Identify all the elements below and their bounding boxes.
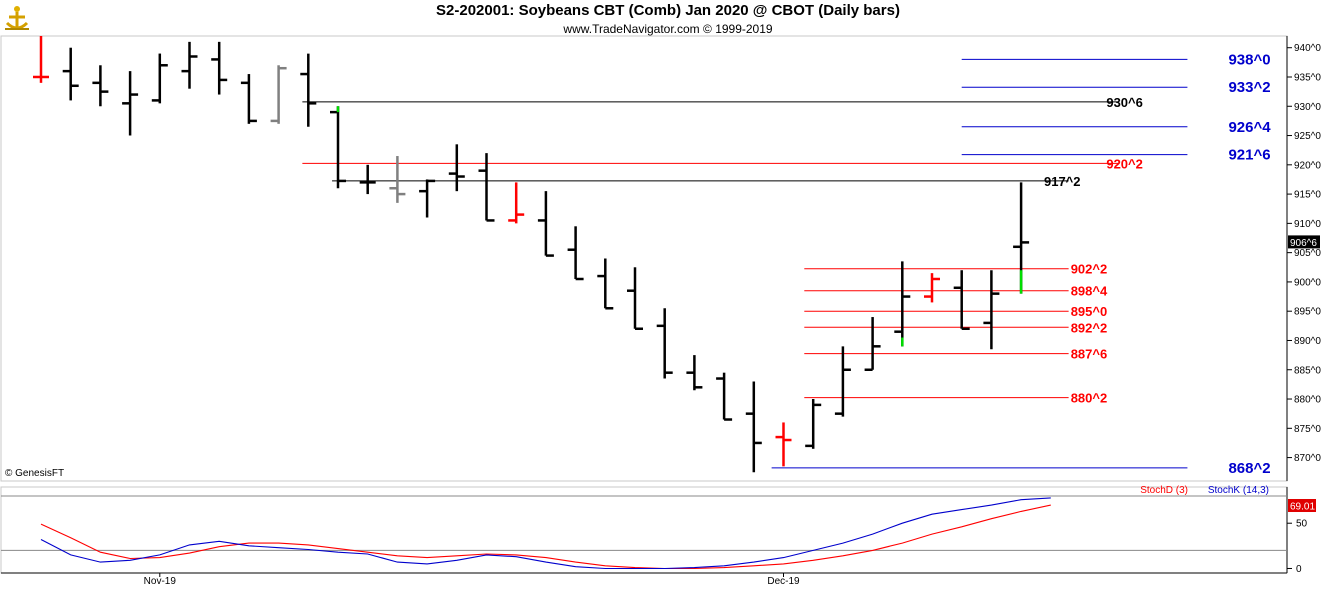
chart-subtitle: www.TradeNavigator.com © 1999-2019 — [563, 22, 773, 36]
price-levels: 938^0 933^2 930^6 926^4 921^6 920^2 917^2 902^2… — [302, 51, 1271, 477]
price-level-label: 895^0 — [1071, 304, 1108, 319]
date-tick-label: Nov-19 — [144, 576, 177, 587]
stoch-series-line — [40, 504, 1051, 570]
ohlc-bars — [33, 36, 1030, 473]
price-tick-label: 930^0 — [1294, 102, 1321, 113]
price-tick-label: 925^0 — [1294, 131, 1321, 142]
price-tick-label: 890^0 — [1294, 336, 1321, 347]
price-level-label: 898^4 — [1071, 284, 1108, 299]
price-level-label: 902^2 — [1071, 262, 1108, 277]
price-tick-label: 910^0 — [1294, 219, 1321, 230]
price-tick-label: 915^0 — [1294, 190, 1321, 201]
price-tick-label: 900^0 — [1294, 277, 1321, 288]
price-level-label: 930^6 — [1106, 95, 1143, 110]
price-tick-label: 920^0 — [1294, 160, 1321, 171]
date-tick-label: Dec-19 — [767, 576, 800, 587]
stoch-value-label: 69.01 — [1290, 502, 1315, 513]
price-level-label: 917^2 — [1044, 174, 1081, 189]
price-axis: 870^0 875^0 880^0 885^0 890^0 895^0 900^0 905^0… — [1287, 43, 1321, 464]
price-level-label: 921^6 — [1228, 147, 1270, 164]
price-tick-label: 885^0 — [1294, 365, 1321, 376]
stoch-value-badge — [1288, 499, 1316, 513]
stoch-tick-label: 0 — [1296, 564, 1302, 575]
stoch-legend-k: StochK (14,3) — [1208, 485, 1269, 496]
price-panel — [0, 35, 1288, 482]
price-level-label: 868^2 — [1228, 460, 1270, 477]
stoch-legend-d: StochD (3) — [1140, 485, 1188, 496]
last-price-label: 906^6 — [1290, 238, 1317, 249]
price-level-label: 938^0 — [1228, 51, 1270, 68]
stochastic-panel: 50 0 StochD (3) StochK (14,3) 69.01 — [1, 485, 1316, 575]
stoch-tick-label: 50 — [1296, 519, 1308, 530]
price-tick-label: 875^0 — [1294, 424, 1321, 435]
price-tick-label: 905^0 — [1294, 248, 1321, 259]
date-axis: Nov-19 Dec-19 — [144, 573, 800, 587]
price-level-label: 926^4 — [1228, 119, 1271, 136]
price-tick-label: 935^0 — [1294, 72, 1321, 83]
price-level-label: 880^2 — [1071, 391, 1108, 406]
price-tick-label: 895^0 — [1294, 307, 1321, 318]
copyright-label: © GenesisFT — [5, 468, 65, 479]
stoch-series-line — [40, 497, 1051, 570]
last-price-badge — [1288, 235, 1320, 249]
stoch-panel — [0, 486, 1288, 574]
chart-title: S2-202001: Soybeans CBT (Comb) Jan 2020 … — [436, 2, 900, 19]
tradenavigator-logo-icon — [3, 3, 31, 38]
price-level-label: 887^6 — [1071, 347, 1108, 362]
price-tick-label: 880^0 — [1294, 395, 1321, 406]
price-level-label: 892^2 — [1071, 320, 1108, 335]
price-level-label: 920^2 — [1106, 156, 1143, 171]
price-tick-label: 870^0 — [1294, 453, 1321, 464]
price-tick-label: 940^0 — [1294, 43, 1321, 54]
price-level-label: 933^2 — [1228, 79, 1270, 96]
